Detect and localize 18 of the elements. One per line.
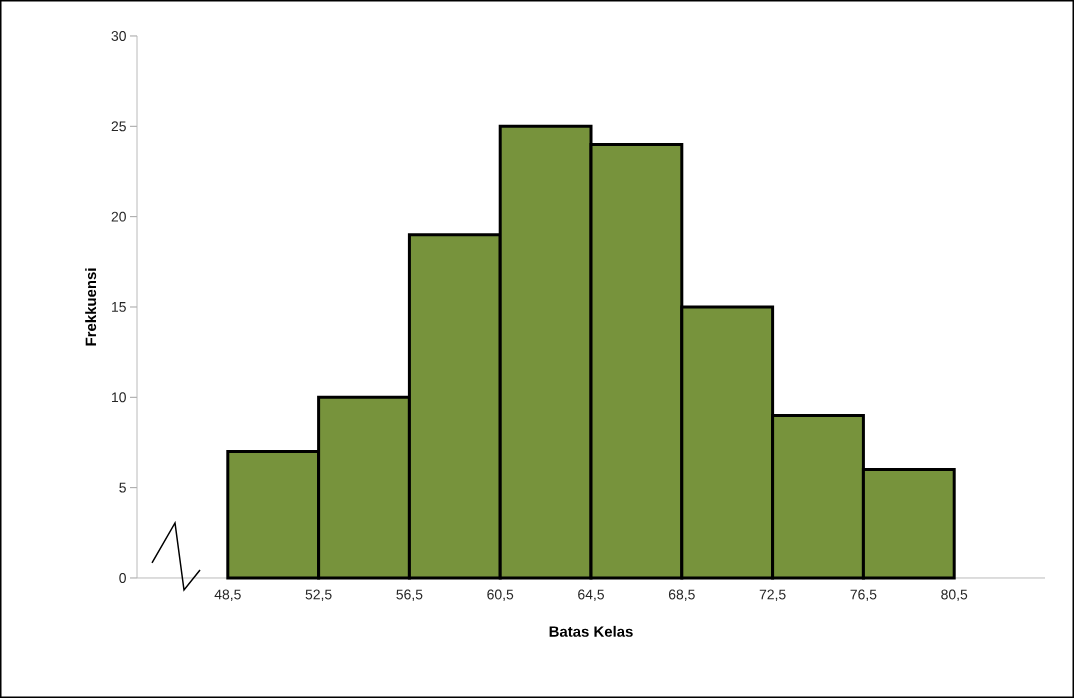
x-tick-label: 60,5 — [487, 589, 514, 602]
y-tick-label: 0 — [119, 573, 126, 583]
y-tick-label: 5 — [119, 482, 126, 493]
x-tick-label: 52,5 — [305, 589, 332, 602]
y-tick-label: 15 — [112, 302, 126, 312]
x-tick-label: 68,5 — [668, 589, 695, 602]
x-tick-label: 64,5 — [578, 589, 604, 602]
x-tick-label: 72,5 — [759, 589, 786, 602]
x-axis-title: Batas Kelas — [549, 625, 633, 637]
x-tick-label: 80,5 — [941, 589, 968, 602]
y-tick-label: 20 — [111, 211, 126, 222]
y-tick-label: 10 — [112, 392, 126, 403]
x-tick-label: 56,5 — [396, 589, 423, 602]
x-tick-label: 76,5 — [850, 589, 877, 602]
x-tick-label: 48,5 — [214, 589, 241, 602]
y-axis-title: Frekkuensi — [85, 268, 97, 346]
y-tick-label: 25 — [111, 121, 126, 132]
y-tick-label: 30 — [111, 31, 126, 41]
